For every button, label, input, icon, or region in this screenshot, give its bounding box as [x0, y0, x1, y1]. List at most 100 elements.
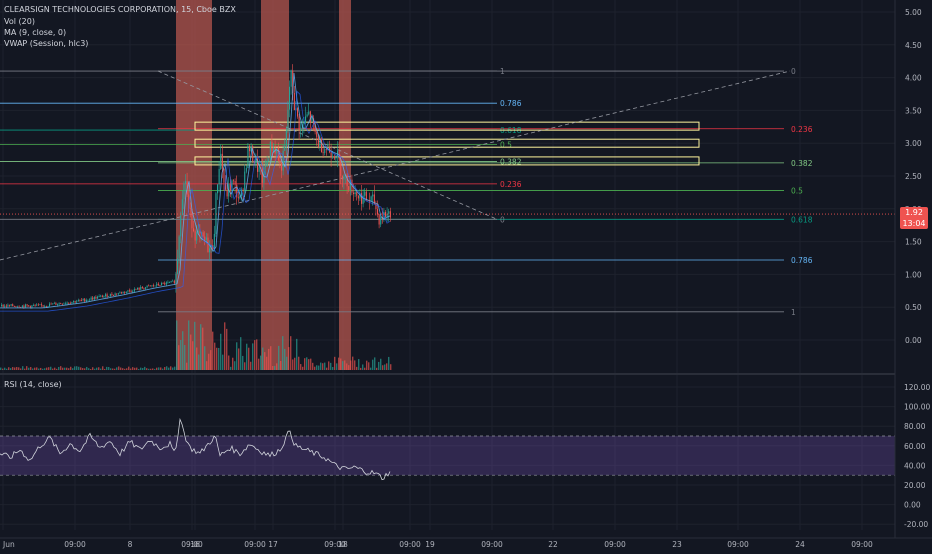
indicator-ma[interactable]: MA (9, close, 0): [4, 28, 67, 37]
candle-body: [210, 245, 212, 249]
candle-body: [305, 116, 307, 123]
candle-body: [156, 283, 158, 286]
candle-body: [365, 191, 367, 200]
candle-body: [15, 306, 17, 308]
instrument-title: CLEARSIGN TECHNOLOGIES CORPORATION, 15, …: [4, 5, 236, 14]
fib-left-level-label: 0.5: [500, 141, 512, 150]
candle-body: [82, 298, 84, 300]
candle-body: [244, 171, 246, 192]
candle-body: [81, 299, 83, 301]
candle-body: [129, 290, 131, 292]
volume-bar: [14, 367, 16, 370]
time-axis-tick: 09:00: [244, 540, 266, 549]
candle-body: [324, 149, 326, 153]
candle-body: [306, 114, 308, 117]
candle-body: [31, 305, 33, 308]
candle-body: [18, 306, 20, 308]
candle-body: [196, 232, 198, 241]
time-axis-tick: 24: [795, 540, 805, 549]
volume-bar: [390, 364, 392, 370]
candle-body: [290, 70, 292, 87]
candle-body: [52, 303, 54, 305]
candle-body: [245, 168, 247, 172]
candle-body: [229, 184, 231, 191]
volume-bar: [100, 368, 102, 370]
time-axis-tick: 09:00: [727, 540, 749, 549]
volume-bar: [154, 368, 156, 370]
session-shade: [339, 0, 351, 370]
volume-bar: [326, 367, 328, 370]
volume-bar: [128, 366, 130, 370]
volume-bar: [214, 342, 216, 370]
candle-body: [348, 186, 350, 190]
volume-bar: [200, 324, 202, 370]
volume-bar: [254, 340, 256, 370]
volume-bar: [300, 364, 302, 370]
rsi-band: [0, 436, 895, 476]
indicator-vwap[interactable]: VWAP (Session, hlc3): [4, 39, 89, 48]
fib-right-level-label: 1: [791, 308, 796, 317]
candle-body: [114, 293, 116, 296]
candle-body: [247, 145, 249, 169]
candle-body: [175, 273, 177, 284]
volume-bar: [232, 357, 234, 370]
candle-body: [84, 298, 86, 302]
volume-bar: [16, 366, 18, 370]
volume-bar: [148, 368, 150, 370]
volume-bar: [274, 365, 276, 370]
candle-body: [132, 291, 134, 293]
volume-bar: [48, 367, 50, 370]
candle-body: [372, 194, 374, 197]
time-axis-tick: 09:00: [399, 540, 421, 549]
session-shade: [261, 0, 289, 370]
trendline-rising: [0, 70, 791, 261]
candle-body: [330, 152, 332, 158]
candle-body: [149, 285, 151, 287]
volume-bar: [192, 341, 194, 370]
time-axis-tick: 23: [672, 540, 682, 549]
volume-bar: [132, 367, 134, 370]
volume-bar: [46, 367, 48, 370]
volume-bar: [210, 350, 212, 370]
candle-body: [361, 193, 363, 204]
candle-body: [95, 296, 97, 299]
volume-bar: [104, 368, 106, 370]
volume-bar: [358, 359, 360, 370]
candle-body: [373, 194, 375, 204]
volume-bar: [234, 361, 236, 370]
volume-bar: [108, 367, 110, 370]
volume-bar: [380, 358, 382, 370]
candle-body: [108, 296, 110, 297]
volume-bar: [176, 320, 178, 370]
candle-body: [117, 293, 119, 295]
candle-body: [161, 282, 163, 286]
candle-body: [138, 287, 140, 290]
candle-body: [85, 300, 87, 302]
candle-body: [57, 304, 59, 306]
volume-bar: [320, 362, 322, 370]
indicator-vol[interactable]: Vol (20): [4, 17, 35, 26]
volume-bar: [20, 368, 22, 370]
price-axis-tick: 5.00: [905, 8, 922, 17]
candle-body: [71, 302, 73, 304]
time-axis-tick: 09:00: [851, 540, 873, 549]
volume-bar: [10, 368, 12, 370]
volume-bar: [230, 366, 232, 370]
candle-body: [332, 156, 334, 158]
candle-body: [98, 296, 100, 297]
candle-body: [2, 304, 4, 307]
candle-body: [50, 303, 52, 305]
candle-body: [173, 280, 175, 284]
candle-body: [60, 303, 62, 305]
candle-body: [257, 158, 259, 172]
rsi-title[interactable]: RSI (14, close): [4, 380, 62, 389]
zone-rectangle: [194, 121, 700, 131]
candle-body: [17, 306, 19, 308]
volume-bar: [178, 345, 180, 370]
candle-body: [172, 280, 174, 282]
volume-bar: [120, 367, 122, 370]
candle-body: [241, 189, 243, 196]
time-axis-tick: 18: [338, 540, 348, 549]
volume-bar: [174, 366, 176, 370]
